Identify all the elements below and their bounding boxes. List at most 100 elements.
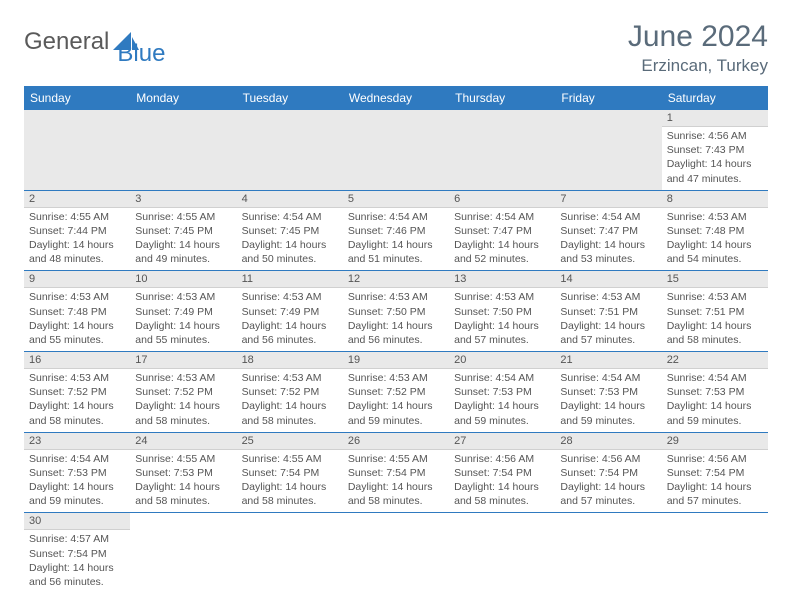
detail-line: Daylight: 14 hours [454,238,550,252]
detail-line: Sunrise: 4:55 AM [29,210,125,224]
day-details: Sunrise: 4:53 AMSunset: 7:52 PMDaylight:… [237,369,343,432]
calendar-cell: 14Sunrise: 4:53 AMSunset: 7:51 PMDayligh… [555,271,661,352]
detail-line: Sunset: 7:53 PM [560,385,656,399]
detail-line: and 56 minutes. [29,575,125,589]
detail-line: Daylight: 14 hours [242,319,338,333]
day-number: 20 [449,352,555,369]
day-details: Sunrise: 4:53 AMSunset: 7:50 PMDaylight:… [343,288,449,351]
calendar-cell: 20Sunrise: 4:54 AMSunset: 7:53 PMDayligh… [449,352,555,433]
day-details: Sunrise: 4:53 AMSunset: 7:49 PMDaylight:… [237,288,343,351]
detail-line: Daylight: 14 hours [29,319,125,333]
detail-line: Daylight: 14 hours [667,157,763,171]
day-number: 19 [343,352,449,369]
detail-line: and 58 minutes. [242,494,338,508]
calendar-cell: 22Sunrise: 4:54 AMSunset: 7:53 PMDayligh… [662,352,768,433]
day-details: Sunrise: 4:53 AMSunset: 7:52 PMDaylight:… [130,369,236,432]
detail-line: Daylight: 14 hours [560,399,656,413]
calendar-cell: 24Sunrise: 4:55 AMSunset: 7:53 PMDayligh… [130,432,236,513]
detail-line: Sunrise: 4:54 AM [242,210,338,224]
calendar-cell: 15Sunrise: 4:53 AMSunset: 7:51 PMDayligh… [662,271,768,352]
detail-line: Sunrise: 4:55 AM [135,210,231,224]
detail-line: Sunset: 7:53 PM [667,385,763,399]
calendar-row: 1Sunrise: 4:56 AMSunset: 7:43 PMDaylight… [24,110,768,190]
detail-line: and 57 minutes. [560,494,656,508]
detail-line: Sunset: 7:49 PM [242,305,338,319]
calendar-cell: 4Sunrise: 4:54 AMSunset: 7:45 PMDaylight… [237,190,343,271]
day-number: 18 [237,352,343,369]
detail-line: Sunrise: 4:53 AM [135,371,231,385]
detail-line: and 55 minutes. [29,333,125,347]
day-number: 15 [662,271,768,288]
day-number: 10 [130,271,236,288]
detail-line: Daylight: 14 hours [454,480,550,494]
detail-line: and 59 minutes. [29,494,125,508]
calendar-cell: 1Sunrise: 4:56 AMSunset: 7:43 PMDaylight… [662,110,768,190]
calendar-cell: 13Sunrise: 4:53 AMSunset: 7:50 PMDayligh… [449,271,555,352]
detail-line: Sunset: 7:45 PM [242,224,338,238]
day-number: 30 [24,513,130,530]
detail-line: Sunrise: 4:54 AM [454,371,550,385]
day-number: 12 [343,271,449,288]
detail-line: Sunset: 7:46 PM [348,224,444,238]
detail-line: Sunrise: 4:54 AM [454,210,550,224]
detail-line: Sunset: 7:47 PM [454,224,550,238]
detail-line: Sunrise: 4:53 AM [135,290,231,304]
detail-line: and 58 minutes. [242,414,338,428]
day-number: 29 [662,433,768,450]
calendar-cell: 6Sunrise: 4:54 AMSunset: 7:47 PMDaylight… [449,190,555,271]
detail-line: and 57 minutes. [454,333,550,347]
calendar-cell: 29Sunrise: 4:56 AMSunset: 7:54 PMDayligh… [662,432,768,513]
detail-line: Sunset: 7:48 PM [667,224,763,238]
calendar-cell: 12Sunrise: 4:53 AMSunset: 7:50 PMDayligh… [343,271,449,352]
detail-line: Daylight: 14 hours [135,399,231,413]
day-number: 25 [237,433,343,450]
day-details: Sunrise: 4:53 AMSunset: 7:51 PMDaylight:… [662,288,768,351]
detail-line: Sunset: 7:53 PM [454,385,550,399]
detail-line: Daylight: 14 hours [242,480,338,494]
detail-line: Sunset: 7:44 PM [29,224,125,238]
detail-line: Sunrise: 4:54 AM [348,210,444,224]
day-number: 4 [237,191,343,208]
weekday-header: Monday [130,86,236,110]
day-number: 16 [24,352,130,369]
detail-line: and 56 minutes. [242,333,338,347]
detail-line: Sunset: 7:51 PM [667,305,763,319]
detail-line: and 58 minutes. [29,414,125,428]
detail-line: Daylight: 14 hours [348,319,444,333]
detail-line: Sunset: 7:45 PM [135,224,231,238]
detail-line: Sunrise: 4:53 AM [560,290,656,304]
detail-line: Sunrise: 4:53 AM [667,210,763,224]
day-details: Sunrise: 4:54 AMSunset: 7:47 PMDaylight:… [555,208,661,271]
day-details: Sunrise: 4:54 AMSunset: 7:45 PMDaylight:… [237,208,343,271]
calendar-cell: 27Sunrise: 4:56 AMSunset: 7:54 PMDayligh… [449,432,555,513]
day-number: 24 [130,433,236,450]
detail-line: Daylight: 14 hours [560,480,656,494]
detail-line: Sunrise: 4:53 AM [348,290,444,304]
detail-line: Daylight: 14 hours [667,399,763,413]
detail-line: Sunrise: 4:53 AM [667,290,763,304]
day-number: 26 [343,433,449,450]
day-details: Sunrise: 4:53 AMSunset: 7:48 PMDaylight:… [662,208,768,271]
location-label: Erzincan, Turkey [628,56,768,76]
weekday-header: Saturday [662,86,768,110]
day-details: Sunrise: 4:55 AMSunset: 7:54 PMDaylight:… [237,450,343,513]
calendar-cell [237,513,343,593]
day-number: 11 [237,271,343,288]
detail-line: and 57 minutes. [560,333,656,347]
weekday-header-row: Sunday Monday Tuesday Wednesday Thursday… [24,86,768,110]
day-details: Sunrise: 4:55 AMSunset: 7:54 PMDaylight:… [343,450,449,513]
detail-line: and 49 minutes. [135,252,231,266]
day-details: Sunrise: 4:55 AMSunset: 7:53 PMDaylight:… [130,450,236,513]
detail-line: Sunset: 7:49 PM [135,305,231,319]
detail-line: Daylight: 14 hours [242,238,338,252]
day-details: Sunrise: 4:55 AMSunset: 7:45 PMDaylight:… [130,208,236,271]
detail-line: Sunrise: 4:54 AM [560,210,656,224]
detail-line: and 58 minutes. [667,333,763,347]
detail-line: Daylight: 14 hours [242,399,338,413]
day-number: 7 [555,191,661,208]
detail-line: Sunset: 7:50 PM [348,305,444,319]
day-details: Sunrise: 4:53 AMSunset: 7:49 PMDaylight:… [130,288,236,351]
calendar-row: 16Sunrise: 4:53 AMSunset: 7:52 PMDayligh… [24,352,768,433]
calendar-cell [130,513,236,593]
calendar-cell: 16Sunrise: 4:53 AMSunset: 7:52 PMDayligh… [24,352,130,433]
